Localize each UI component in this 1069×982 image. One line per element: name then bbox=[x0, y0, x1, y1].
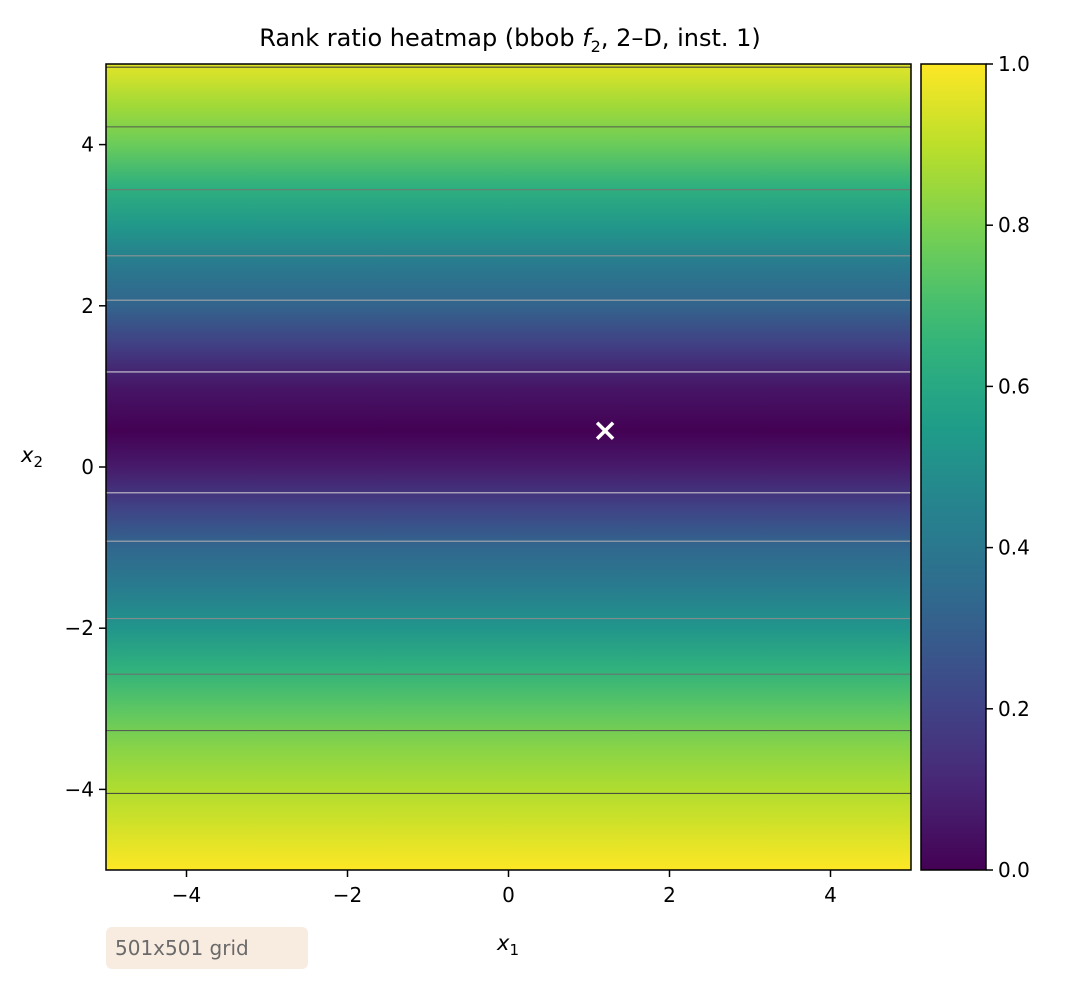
colorbar-ticks: 0.0 0.2 0.4 0.6 0.8 1.0 bbox=[986, 52, 1030, 882]
y-axis-label: x2 bbox=[20, 443, 43, 471]
chart-title: Rank ratio heatmap (bbob f2, 2–D, inst. … bbox=[259, 24, 761, 56]
y-tick-label: 2 bbox=[81, 294, 94, 318]
colorbar-tick-label: 0.2 bbox=[998, 697, 1030, 721]
y-tick-label: −4 bbox=[65, 777, 94, 801]
optimum-cross-stroke bbox=[595, 421, 615, 440]
x-tick-label: 4 bbox=[824, 883, 837, 907]
x-tick-label: 0 bbox=[502, 883, 515, 907]
plot-area bbox=[105, 63, 912, 871]
x-tick-label: 2 bbox=[663, 883, 676, 907]
badge-background bbox=[106, 927, 308, 969]
colorbar-tick-label: 0.0 bbox=[998, 858, 1030, 882]
x-axis-label: x1 bbox=[496, 931, 519, 959]
colorbar-tick-label: 0.6 bbox=[998, 374, 1030, 398]
heatmap-image bbox=[106, 64, 911, 870]
colorbar-tick-label: 0.8 bbox=[998, 213, 1030, 237]
colorbar-frame bbox=[920, 63, 987, 871]
grid-size-badge: 501x501 grid bbox=[106, 927, 308, 969]
x-tick-label: −2 bbox=[333, 883, 362, 907]
colorbar-tick-label: 0.4 bbox=[998, 536, 1030, 560]
y-tick-label: 0 bbox=[81, 455, 94, 479]
colorbar-tick-label: 1.0 bbox=[998, 52, 1030, 76]
contour-lines bbox=[106, 66, 911, 794]
colorbar: 0.0 0.2 0.4 0.6 0.8 1.0 bbox=[920, 52, 1030, 882]
colorbar-gradient bbox=[921, 64, 986, 870]
y-tick-label: 4 bbox=[81, 133, 94, 157]
badge-text: 501x501 grid bbox=[115, 936, 249, 960]
y-tick-label: −2 bbox=[65, 616, 94, 640]
y-axis: −4 −2 0 2 4 bbox=[65, 133, 106, 801]
optimum-marker bbox=[595, 421, 615, 440]
x-axis: −4 −2 0 2 4 bbox=[172, 870, 837, 907]
x-tick-label: −4 bbox=[172, 883, 201, 907]
